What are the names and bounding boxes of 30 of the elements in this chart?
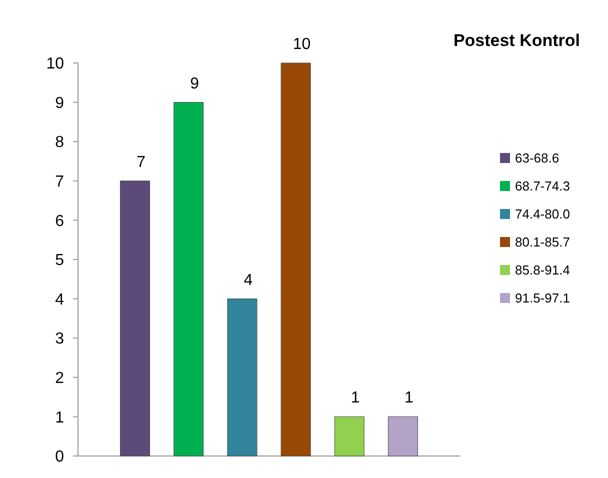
legend-label: 80.1-85.7 — [515, 234, 570, 250]
y-tick-label: 7 — [55, 174, 64, 190]
bar — [280, 62, 311, 456]
data-label: 9 — [190, 75, 200, 92]
data-label: 1 — [404, 390, 414, 407]
y-tick-label: 0 — [55, 448, 64, 466]
legend-label: 85.8-91.4 — [515, 262, 570, 278]
y-tick-label: 10 — [46, 56, 64, 73]
y-tick-label: 9 — [55, 94, 64, 112]
legend-label: 74.4-80.0 — [515, 206, 570, 222]
text: Postest Kontrol — [453, 31, 580, 50]
legend-label: 91.5-97.1 — [515, 290, 570, 306]
data-label: 4 — [244, 272, 253, 289]
bar — [120, 180, 150, 456]
legend-label: 63-68.6 — [515, 150, 560, 166]
y-tick-label: 1 — [55, 409, 64, 426]
bar — [227, 298, 258, 456]
y-tick-label: 3 — [55, 330, 64, 348]
y-tick-label: 5 — [55, 252, 64, 270]
y-tick-label: 6 — [55, 212, 64, 230]
legend-label: 68.7-74.3 — [515, 178, 570, 194]
data-label: 1 — [350, 390, 360, 407]
data-label: 10 — [292, 36, 311, 53]
data-label: 7 — [136, 154, 146, 171]
y-tick-label: 8 — [55, 134, 64, 152]
y-tick-label: 2 — [55, 370, 64, 387]
y-tick-label: 4 — [55, 291, 64, 308]
bar — [174, 102, 204, 456]
bar — [334, 416, 364, 456]
bar — [388, 416, 418, 456]
